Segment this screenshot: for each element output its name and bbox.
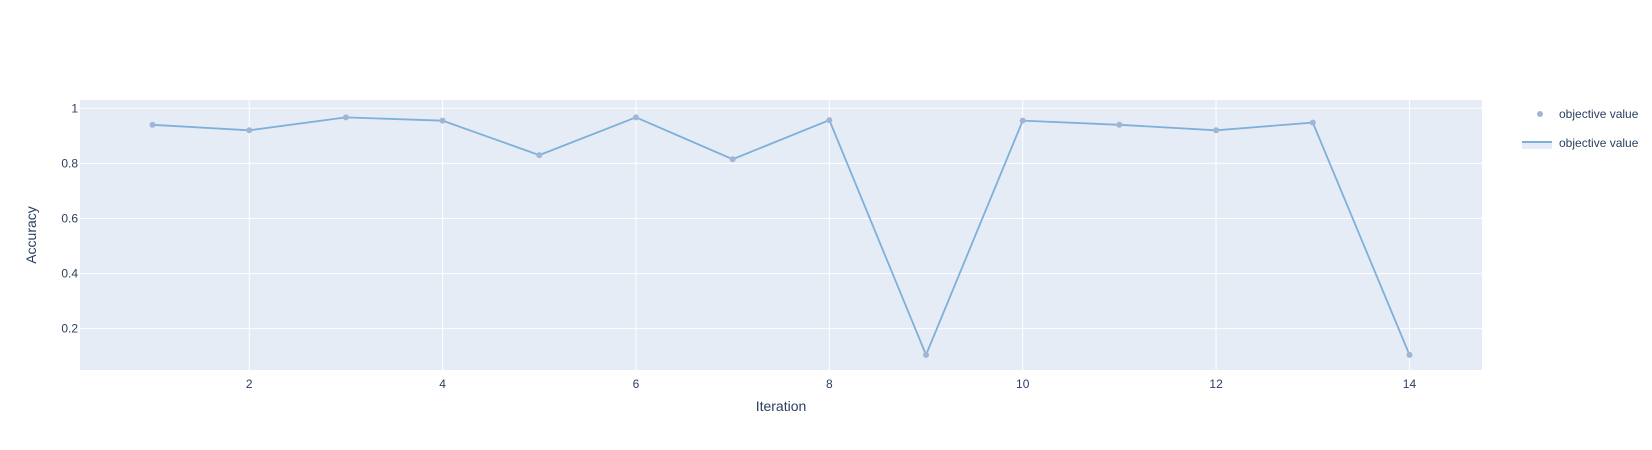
data-point <box>923 351 930 358</box>
data-point <box>246 127 253 134</box>
x-tick-label: 10 <box>1016 377 1030 391</box>
series-line <box>152 116 1411 358</box>
data-point <box>536 152 543 159</box>
series-layer <box>149 114 1413 358</box>
data-point <box>1213 127 1220 134</box>
legend-marker-swatch <box>1537 111 1543 117</box>
legend-label: objective value <box>1559 107 1639 121</box>
data-point <box>826 117 833 124</box>
x-axis-title: Iteration <box>756 398 807 414</box>
data-point <box>1019 117 1026 124</box>
x-tick-label: 2 <box>246 377 253 391</box>
data-point <box>149 121 156 128</box>
data-point <box>632 114 639 121</box>
legend-label: objective value <box>1559 136 1639 150</box>
y-tick-label: 0.6 <box>61 211 78 225</box>
legend-item[interactable]: objective value <box>1537 107 1639 121</box>
y-tick-label: 0.8 <box>61 156 78 170</box>
legend[interactable]: objective value objective value <box>1522 107 1639 150</box>
x-tick-label: 12 <box>1209 377 1223 391</box>
data-point <box>1406 351 1413 358</box>
data-point <box>342 114 349 121</box>
data-point <box>1116 121 1123 128</box>
x-tick-label: 14 <box>1403 377 1417 391</box>
x-tick-label: 6 <box>633 377 640 391</box>
x-tick-label: 8 <box>826 377 833 391</box>
y-tick-label: 0.4 <box>61 267 78 281</box>
y-tick-label: 1 <box>71 101 78 115</box>
x-tick-label: 4 <box>439 377 446 391</box>
y-axis-title: Accuracy <box>23 206 39 264</box>
data-point <box>729 156 736 163</box>
y-tick-label: 0.2 <box>61 322 78 336</box>
data-point <box>1309 119 1316 126</box>
gridlines <box>80 100 1482 370</box>
legend-fill-swatch <box>1522 142 1552 149</box>
plot-area <box>80 100 1482 370</box>
axis-ticks: 2 4 6 8 10 12 14 0.2 0.4 0.6 0.8 1 <box>61 101 1416 391</box>
data-point <box>439 117 446 124</box>
legend-item[interactable]: objective value <box>1522 136 1639 150</box>
